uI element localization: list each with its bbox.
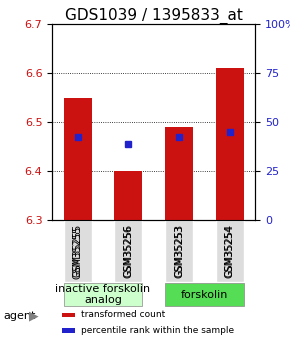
Text: GSM35254: GSM35254 <box>225 224 235 277</box>
Bar <box>114 171 142 220</box>
FancyBboxPatch shape <box>64 220 92 282</box>
FancyBboxPatch shape <box>216 220 244 282</box>
Title: GDS1039 / 1395833_at: GDS1039 / 1395833_at <box>65 8 243 24</box>
Text: percentile rank within the sample: percentile rank within the sample <box>81 326 234 335</box>
Bar <box>64 98 92 220</box>
FancyBboxPatch shape <box>165 283 244 306</box>
Text: GSM35253: GSM35253 <box>174 224 184 277</box>
FancyBboxPatch shape <box>64 283 142 306</box>
Text: inactive forskolin
analog: inactive forskolin analog <box>55 284 151 305</box>
Text: GSM35255: GSM35255 <box>72 224 83 277</box>
Bar <box>62 313 75 317</box>
Text: GSM35256: GSM35256 <box>123 225 133 278</box>
Bar <box>216 68 244 220</box>
Text: forskolin: forskolin <box>181 290 228 300</box>
Text: GSM35255: GSM35255 <box>72 225 83 278</box>
Text: GSM35253: GSM35253 <box>174 225 184 278</box>
FancyBboxPatch shape <box>165 220 193 282</box>
Text: agent: agent <box>3 311 35 321</box>
Text: GSM35254: GSM35254 <box>225 225 235 278</box>
Text: GSM35256: GSM35256 <box>123 224 133 277</box>
Bar <box>62 328 75 333</box>
Text: transformed count: transformed count <box>81 310 165 319</box>
Bar <box>165 127 193 220</box>
Text: ▶: ▶ <box>29 309 39 322</box>
FancyBboxPatch shape <box>114 220 142 282</box>
